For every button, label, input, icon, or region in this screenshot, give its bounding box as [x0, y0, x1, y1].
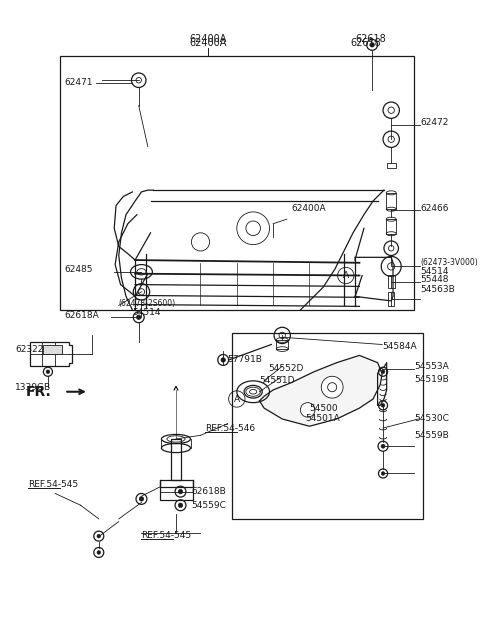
Text: 62618A: 62618A: [64, 311, 99, 320]
Text: A: A: [343, 271, 349, 280]
Bar: [387, 163, 396, 168]
Text: 62618: 62618: [355, 34, 385, 45]
Text: 54551D: 54551D: [260, 376, 295, 386]
Text: 62466: 62466: [420, 204, 449, 213]
Circle shape: [381, 472, 385, 476]
Text: 54584A: 54584A: [382, 342, 417, 351]
Circle shape: [46, 370, 50, 374]
Bar: [276, 340, 288, 349]
Text: 54519B: 54519B: [414, 376, 449, 384]
Bar: [387, 275, 395, 288]
Circle shape: [139, 497, 144, 501]
Circle shape: [221, 358, 226, 362]
Text: 57791B: 57791B: [228, 355, 263, 365]
Text: 1339GB: 1339GB: [15, 383, 51, 392]
Text: 54563B: 54563B: [420, 285, 455, 294]
Text: (62473-3V000): (62473-3V000): [420, 259, 478, 267]
Text: REF.54-546: REF.54-546: [205, 423, 255, 433]
Text: REF.54-545: REF.54-545: [142, 531, 192, 540]
Bar: [160, 480, 193, 500]
Bar: [388, 292, 394, 306]
Text: 54552D: 54552D: [269, 363, 304, 373]
Text: REF.54-545: REF.54-545: [28, 480, 78, 489]
Circle shape: [178, 489, 183, 494]
Text: 62471: 62471: [64, 79, 93, 87]
Text: 54514: 54514: [420, 267, 449, 277]
Text: 62322: 62322: [15, 345, 44, 353]
Text: A: A: [234, 394, 240, 404]
Text: 62400A: 62400A: [189, 38, 227, 48]
Text: FR.: FR.: [26, 385, 52, 399]
Text: 54559C: 54559C: [192, 501, 226, 510]
Polygon shape: [260, 355, 382, 426]
Text: 54530C: 54530C: [414, 415, 449, 423]
Text: 62400A: 62400A: [291, 204, 326, 213]
Circle shape: [321, 376, 343, 398]
Bar: [386, 193, 396, 209]
Bar: [43, 345, 61, 353]
Bar: [60, 56, 414, 310]
Text: 62618: 62618: [350, 38, 381, 48]
Text: 62400A: 62400A: [189, 34, 227, 45]
Bar: [232, 333, 423, 519]
Circle shape: [97, 534, 101, 538]
Bar: [386, 219, 396, 234]
Text: 54501A: 54501A: [305, 415, 340, 423]
Circle shape: [178, 503, 183, 508]
Circle shape: [381, 404, 385, 407]
Text: 54514: 54514: [132, 308, 161, 317]
Circle shape: [97, 551, 101, 554]
Text: 62618B: 62618B: [192, 487, 226, 496]
Text: 62485: 62485: [64, 265, 93, 273]
Text: 54500: 54500: [310, 404, 338, 412]
Text: 54553A: 54553A: [414, 362, 449, 371]
Text: (62473-2S600): (62473-2S600): [119, 299, 176, 308]
Text: 54559B: 54559B: [414, 431, 449, 440]
Circle shape: [370, 43, 374, 47]
Circle shape: [381, 370, 385, 374]
Circle shape: [381, 444, 385, 448]
Text: 62472: 62472: [420, 118, 449, 126]
Text: 55448: 55448: [420, 275, 449, 283]
Circle shape: [136, 315, 141, 319]
Bar: [170, 439, 181, 480]
Circle shape: [300, 402, 315, 417]
